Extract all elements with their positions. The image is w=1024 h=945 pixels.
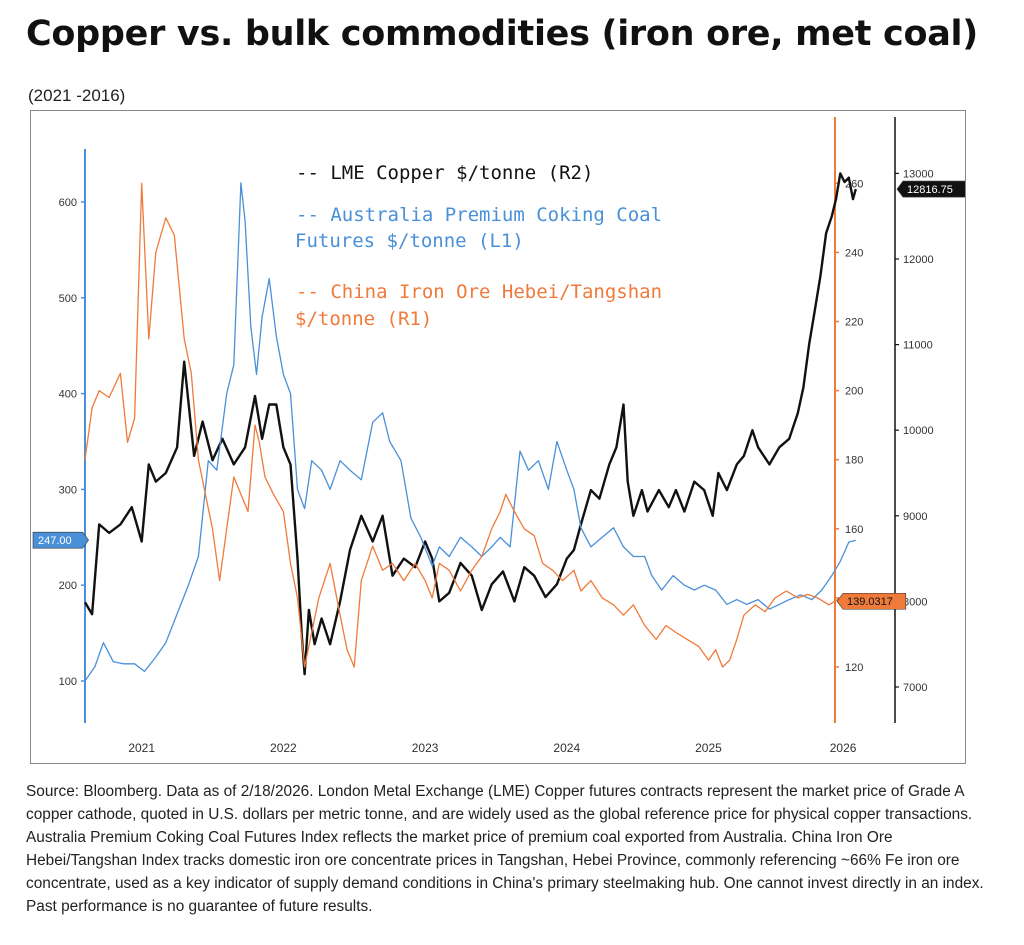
line-chart: 1002003004005006001201401601802002202402… bbox=[32, 117, 965, 755]
legend-entry: Futures $/tonne (L1) bbox=[295, 230, 524, 252]
right-axis-2-tick-label: 10000 bbox=[903, 425, 934, 437]
series-line-r1 bbox=[84, 182, 856, 668]
x-axis-tick-label: 2026 bbox=[830, 741, 857, 755]
chart-frame: 1002003004005006001201401601802002202402… bbox=[30, 110, 966, 764]
source-note: Source: Bloomberg. Data as of 2/18/2026.… bbox=[26, 783, 984, 915]
right-axis-1-tick-label: 180 bbox=[845, 455, 863, 467]
right-axis-1-tick-label: 160 bbox=[845, 524, 863, 536]
x-axis-tick-label: 2024 bbox=[553, 741, 580, 755]
legend-entry: -- Australia Premium Coking Coal bbox=[296, 204, 662, 226]
right-axis-2-tick-label: 9000 bbox=[903, 511, 927, 523]
left-axis-tick-label: 400 bbox=[59, 389, 77, 401]
left-axis-tick-label: 100 bbox=[59, 676, 77, 688]
right-axis-2-tick-label: 8000 bbox=[903, 596, 927, 608]
x-axis-tick-label: 2022 bbox=[270, 741, 297, 755]
right-axis-1-tick-label: 200 bbox=[845, 386, 863, 398]
last-value-badge-r2 bbox=[896, 180, 965, 198]
right-axis-2-tick-label: 13000 bbox=[903, 168, 934, 180]
series-line-l1 bbox=[84, 182, 856, 682]
left-axis-tick-label: 600 bbox=[59, 197, 77, 209]
right-axis-1-tick-label: 240 bbox=[845, 247, 863, 259]
chart-title: Copper vs. bulk commodities (iron ore, m… bbox=[26, 14, 978, 54]
right-axis-2-tick-label: 7000 bbox=[903, 682, 927, 694]
last-value-label-r1: 139.0317 bbox=[847, 596, 893, 608]
series-line-r2 bbox=[83, 172, 857, 676]
left-axis-tick-label: 300 bbox=[59, 484, 77, 496]
legend-entry: -- LME Copper $/tonne (R2) bbox=[296, 162, 593, 184]
chart-subtitle: (2021 -2016) bbox=[28, 86, 126, 105]
right-axis-2-tick-label: 12000 bbox=[903, 254, 934, 266]
legend-entry: $/tonne (R1) bbox=[295, 308, 432, 330]
legend-entry: -- China Iron Ore Hebei/Tangshan bbox=[296, 281, 662, 303]
right-axis-1-tick-label: 220 bbox=[845, 317, 863, 329]
right-axis-2-tick-label: 11000 bbox=[903, 340, 933, 352]
left-axis-tick-label: 500 bbox=[59, 293, 77, 305]
last-value-label-l1: 247.00 bbox=[38, 535, 72, 547]
left-axis-tick-label: 200 bbox=[59, 580, 77, 592]
x-axis-tick-label: 2025 bbox=[695, 741, 722, 755]
x-axis-tick-label: 2023 bbox=[412, 741, 439, 755]
right-axis-1-tick-label: 120 bbox=[845, 662, 863, 674]
last-value-label-r2: 12816.75 bbox=[907, 184, 953, 196]
last-value-badge-r1 bbox=[836, 592, 907, 610]
last-value-badge-l1 bbox=[32, 531, 89, 549]
x-axis-tick-label: 2021 bbox=[128, 741, 155, 755]
